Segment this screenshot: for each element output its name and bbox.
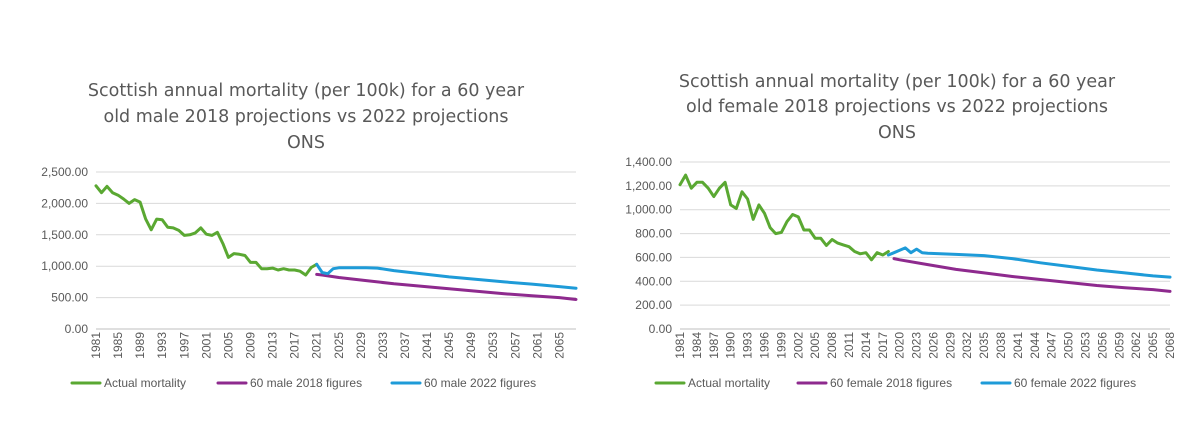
x-tick-label: 2068 xyxy=(1163,332,1177,359)
x-tick-label: 2032 xyxy=(960,332,974,359)
chart-title-line: ONS xyxy=(287,133,325,153)
series-line-actual-mortality xyxy=(678,173,890,262)
x-tick-label: 2056 xyxy=(1095,332,1109,359)
y-tick-label: 0.00 xyxy=(649,322,673,336)
x-tick-label: 1996 xyxy=(757,332,771,359)
x-tick-label: 2029 xyxy=(354,332,368,359)
x-tick-label: 1993 xyxy=(741,332,755,359)
x-tick-label: 2001 xyxy=(199,332,213,359)
x-tick-label: 1989 xyxy=(133,332,147,359)
y-tick-label: 1,400.00 xyxy=(625,155,672,169)
x-tick-label: 2011 xyxy=(842,332,856,358)
x-tick-label: 2014 xyxy=(859,332,873,359)
x-tick-label: 2041 xyxy=(420,332,434,359)
x-tick-label: 2025 xyxy=(332,332,346,359)
x-tick-label: 2065 xyxy=(1146,332,1160,359)
x-tick-label: 2047 xyxy=(1045,332,1059,359)
y-tick-label: 1,500.00 xyxy=(41,228,88,242)
y-tick-label: 2,000.00 xyxy=(41,196,88,210)
y-tick-label: 0.00 xyxy=(65,322,89,336)
series-line-60-male-2022-figures xyxy=(315,262,578,290)
series-line-60-female-2018-figures xyxy=(892,257,1172,293)
chart-title-line: old female 2018 projections vs 2022 proj… xyxy=(686,97,1108,117)
x-tick-label: 2065 xyxy=(552,332,566,359)
chart-title-line: Scottish annual mortality (per 100k) for… xyxy=(679,72,1116,92)
x-tick-label: 2045 xyxy=(442,332,456,359)
x-tick-label: 2044 xyxy=(1028,332,1042,359)
x-tick-label: 2008 xyxy=(825,332,839,359)
x-tick-label: 2017 xyxy=(876,332,890,359)
x-tick-label: 2035 xyxy=(977,332,991,359)
x-tick-label: 2009 xyxy=(243,332,257,359)
x-tick-label: 2023 xyxy=(910,332,924,359)
x-tick-label: 2061 xyxy=(530,332,544,359)
x-tick-label: 1984 xyxy=(690,332,704,359)
x-tick-label: 2059 xyxy=(1112,332,1126,359)
x-tick-label: 2050 xyxy=(1062,332,1076,359)
x-tick-label: 1993 xyxy=(155,332,169,359)
x-tick-label: 2026 xyxy=(926,332,940,359)
x-tick-label: 2053 xyxy=(1079,332,1093,359)
x-tick-label: 2038 xyxy=(994,332,1008,359)
chart-1: Scottish annual mortality (per 100k) for… xyxy=(41,81,578,390)
legend-label: Actual mortality xyxy=(104,376,186,390)
x-tick-label: 1997 xyxy=(177,332,191,359)
x-tick-label: 2013 xyxy=(266,332,280,359)
y-tick-label: 800.00 xyxy=(635,227,672,241)
x-tick-label: 2017 xyxy=(288,332,302,359)
x-tick-label: 2033 xyxy=(376,332,390,359)
x-tick-label: 1981 xyxy=(89,332,103,359)
x-tick-label: 2005 xyxy=(808,332,822,359)
y-tick-label: 2,500.00 xyxy=(41,165,88,179)
y-tick-label: 400.00 xyxy=(635,274,672,288)
chart-title-line: old male 2018 projections vs 2022 projec… xyxy=(103,107,508,127)
series-line-actual-mortality xyxy=(94,184,319,277)
y-tick-label: 600.00 xyxy=(635,250,672,264)
legend-label: 60 female 2018 figures xyxy=(830,376,952,390)
x-tick-label: 2041 xyxy=(1011,332,1025,359)
x-tick-label: 2062 xyxy=(1129,332,1143,359)
x-tick-label: 2037 xyxy=(398,332,412,359)
x-tick-label: 2049 xyxy=(464,332,478,359)
y-tick-label: 1,200.00 xyxy=(625,179,672,193)
x-tick-label: 2002 xyxy=(791,332,805,359)
chart-title-line: Scottish annual mortality (per 100k) for… xyxy=(88,81,525,101)
y-tick-label: 1,000.00 xyxy=(625,203,672,217)
x-tick-label: 2053 xyxy=(486,332,500,359)
x-tick-label: 2057 xyxy=(508,332,522,359)
chart-title-line: ONS xyxy=(878,123,916,143)
x-tick-label: 2020 xyxy=(893,332,907,359)
x-tick-label: 2005 xyxy=(221,332,235,359)
legend-label: 60 female 2022 figures xyxy=(1014,376,1136,390)
x-tick-label: 2029 xyxy=(943,332,957,359)
series-line-60-female-2022-figures xyxy=(886,246,1172,279)
legend-label: 60 male 2018 figures xyxy=(250,376,362,390)
legend-label: Actual mortality xyxy=(688,376,770,390)
x-tick-label: 1981 xyxy=(673,332,687,359)
chart-2: Scottish annual mortality (per 100k) for… xyxy=(625,72,1177,390)
x-tick-label: 1987 xyxy=(707,332,721,359)
x-tick-label: 1990 xyxy=(724,332,738,359)
x-tick-label: 1985 xyxy=(111,332,125,359)
x-tick-label: 2021 xyxy=(310,332,324,359)
series-line-60-male-2018-figures xyxy=(315,272,578,301)
y-tick-label: 200.00 xyxy=(635,298,672,312)
x-tick-label: 1999 xyxy=(774,332,788,359)
y-tick-label: 1,000.00 xyxy=(41,259,88,273)
y-tick-label: 500.00 xyxy=(51,291,88,305)
legend-label: 60 male 2022 figures xyxy=(424,376,536,390)
